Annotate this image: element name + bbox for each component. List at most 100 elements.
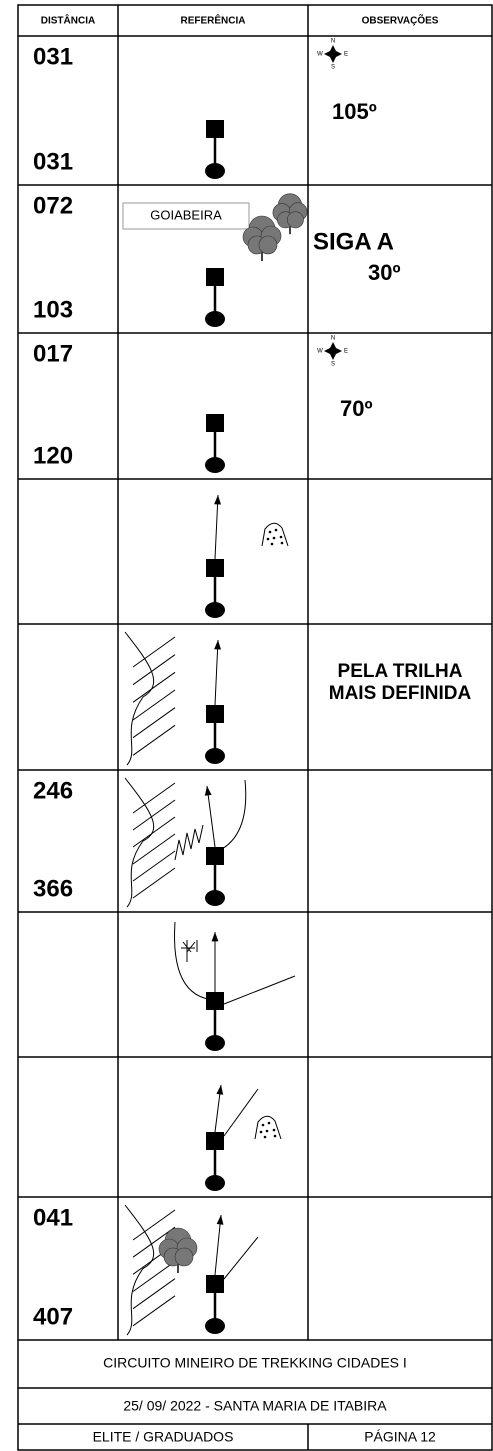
observation: 105º [332,99,377,124]
compass-rose [324,45,342,63]
slope-edge [124,631,155,766]
slope-edge [124,777,155,908]
observation: 70º [340,396,373,421]
arrow-head [216,1085,224,1095]
compass-letter: W [317,349,323,355]
distance: 407 [33,1303,73,1330]
slope-hatch [132,1226,176,1258]
arrow-line [214,494,219,560]
post-base [205,1035,225,1051]
distance: 072 [33,192,73,219]
side-path [223,975,296,1005]
arrow-line [214,639,219,706]
slope-hatch [132,867,176,899]
hill-dot [263,1135,267,1139]
column-header: OBSERVAÇÕES [362,14,439,27]
slope-hatch [132,799,176,831]
slope-hatch [132,782,176,814]
observation: SIGA A [313,228,394,255]
hill-dot [279,535,283,539]
compass-letter: E [344,52,348,58]
curve [174,921,216,1001]
column-header: DISTÂNCIA [41,14,95,27]
hill-dot [272,1128,276,1132]
distance: 103 [33,296,73,323]
side-path [223,1088,259,1137]
compass-letter: S [331,65,335,71]
hill-dot [265,1129,269,1133]
tree-crown [258,235,278,255]
label-box [122,202,250,230]
hill-dot [272,536,276,540]
post-base [205,311,225,327]
post-base [205,748,225,764]
slope-hatch [132,724,176,756]
shrub [181,940,198,962]
arrow-head [211,932,219,942]
distance: 366 [33,875,73,902]
compass-letter: E [344,349,348,355]
post-square [206,1132,224,1150]
compass-rose [324,342,342,360]
hill-dot [267,1121,271,1125]
slope-hatch [132,1209,176,1241]
column-header: REFERÊNCIA [180,14,245,27]
slope-edge [124,1204,155,1336]
table-border [17,4,493,1451]
post-square [206,847,224,865]
slope-hatch [132,707,176,739]
post-square [206,414,224,432]
footer-date: 25/ 09/ 2022 - SANTA MARIA DE ITABIRA [123,1398,387,1414]
distance: 246 [33,777,73,804]
slope-hatch [132,850,176,882]
slope-hatch [132,1295,176,1327]
arrow-head [214,640,221,650]
post-square [206,1275,224,1293]
post-square [206,705,224,723]
post-base [205,1175,225,1191]
post-square [206,120,224,138]
distance: 120 [33,442,73,469]
post-base [205,890,225,906]
vegetation [174,824,204,861]
slope-hatch [132,1261,176,1292]
arrow-line [214,1214,222,1276]
footer-category: ELITE / GRADUADOS [93,1429,234,1445]
curve [221,779,247,850]
post-square [206,268,224,286]
tree-crown [174,1247,194,1267]
hill [254,1115,282,1140]
slope-hatch [132,636,176,668]
distance: 031 [33,148,73,175]
slope-hatch [132,1278,176,1310]
slope-hatch [132,689,176,721]
hill-dot [274,528,278,532]
hill-dot [259,1130,263,1134]
hill-dot [273,1134,277,1138]
distance: 041 [33,1204,73,1231]
hill [261,522,289,547]
distance: 017 [33,340,73,367]
hill-dot [261,1123,265,1127]
slope-hatch [132,671,176,703]
arrow-head [216,1215,224,1225]
slope-hatch [132,654,176,686]
reference-label: GOIABEIRA [150,207,222,222]
compass-letter: N [331,39,335,45]
slope-hatch [132,833,176,865]
post-base [205,457,225,473]
post-base [205,1318,225,1334]
side-path [223,1236,259,1280]
footer-event: CIRCUITO MINEIRO DE TREKKING CIDADES I [103,1355,407,1371]
distance: 031 [33,43,73,70]
hill-dot [270,542,274,546]
arrow-head [204,786,212,796]
compass-letter: W [317,52,323,58]
post-square [206,992,224,1010]
footer-page: PÁGINA 12 [364,1429,436,1445]
hill-dot [280,541,284,545]
hill-dot [268,530,272,534]
post-square [206,559,224,577]
